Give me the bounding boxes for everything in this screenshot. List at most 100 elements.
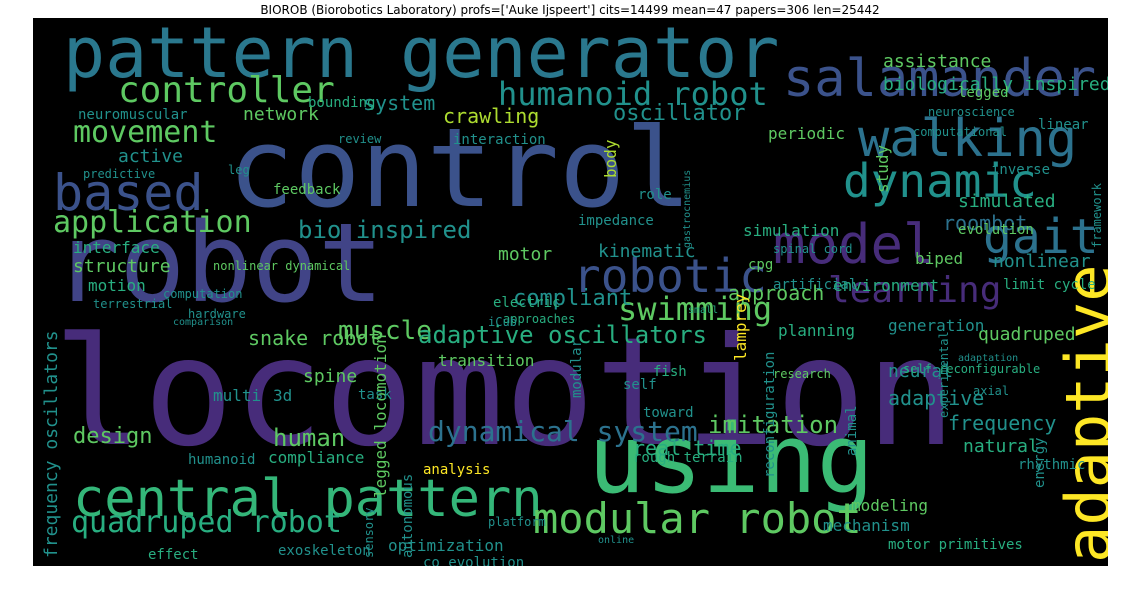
cloud-word: lamprey (731, 293, 750, 361)
cloud-word: based (53, 164, 204, 222)
cloud-word: human (273, 424, 346, 452)
cloud-word: crawling (443, 104, 540, 128)
cloud-word: limit cycle (1003, 277, 1096, 293)
cloud-word: biped (915, 249, 964, 268)
cloud-word: periodic (768, 124, 846, 143)
cloud-word: terrestrial (93, 297, 173, 311)
cloud-word: active (118, 146, 184, 167)
cloud-word: approach (728, 281, 825, 305)
cloud-word: quadruped (978, 324, 1076, 345)
cloud-word: swimming (618, 290, 773, 328)
cloud-word: interface (73, 238, 160, 257)
cloud-word: adaptive (888, 386, 985, 410)
cloud-word: generation (888, 316, 985, 335)
cloud-word: rough terrain (633, 450, 743, 466)
cloud-word: online (598, 535, 635, 546)
cloud-word: kinematic (598, 241, 696, 262)
cloud-word: frequency (948, 411, 1057, 435)
cloud-word: real time (633, 436, 742, 460)
cloud-word: bio inspired (298, 216, 472, 244)
cloud-word: review (338, 132, 382, 146)
cloud-word: biologically inspired (883, 74, 1108, 95)
cloud-word: walking (858, 109, 1078, 169)
cloud-word: toward (643, 405, 694, 421)
cloud-word: quadruped robot (71, 505, 342, 540)
cloud-word: animal (844, 405, 860, 456)
cloud-word: gait (983, 209, 1099, 265)
word-cloud-canvas: locomotion robot control pattern generator u… (33, 18, 1108, 566)
cloud-word: robotic (573, 249, 767, 303)
cloud-word: snake robot (248, 326, 381, 350)
cloud-word: self reconfigurable (903, 362, 1041, 376)
cloud-word: neural (888, 361, 954, 382)
cloud-word: analysis (423, 462, 491, 478)
cloud-word: pattern generator (63, 18, 780, 94)
cloud-word: neuromuscular (78, 107, 188, 123)
cloud-word: imitation (708, 411, 839, 439)
cloud-word: control (228, 104, 692, 232)
cloud-word: self (623, 377, 657, 393)
cloud-word: dynamic (843, 154, 1037, 208)
cloud-word: bounding (308, 95, 376, 111)
cloud-word: legged (958, 85, 1009, 101)
cloud-word: muscle (338, 316, 432, 346)
cloud-word: hardware (188, 307, 246, 321)
cloud-word: leg (228, 163, 250, 177)
cloud-word: nonlinear (993, 251, 1091, 272)
cloud-word: oscillator (613, 101, 746, 126)
cloud-word: impedance (578, 213, 654, 229)
cloud-word: structure (73, 256, 171, 277)
cloud-word: movement (73, 115, 218, 150)
cloud-word: co evolution (423, 555, 525, 566)
cloud-word: motor primitives (888, 537, 1023, 553)
cloud-word: comparison (173, 317, 234, 328)
cloud-word: network (243, 104, 319, 125)
figure-title: BIOROB (Biorobotics Laboratory) profs=['… (260, 3, 880, 17)
cloud-word: central pattern (73, 469, 543, 529)
cloud-word: roombot (943, 211, 1028, 235)
cloud-word: compliant (513, 286, 633, 311)
cloud-word: humanoid robot (498, 75, 768, 113)
cloud-word: electric (493, 295, 561, 311)
cloud-word: framework (1090, 182, 1104, 248)
cloud-word: dynamical system (428, 415, 698, 448)
cloud-word: body (601, 139, 620, 178)
cloud-word: feedback (273, 182, 341, 198)
cloud-word: task (358, 387, 392, 403)
cloud-word: design (73, 424, 153, 449)
cloud-word: sensory (362, 507, 376, 558)
cloud-word: transition (438, 351, 535, 370)
cloud-word: iCub (488, 315, 517, 329)
cloud-word: role (638, 187, 672, 203)
cloud-word: effect (148, 547, 199, 563)
cloud-word: axial (973, 384, 1010, 398)
cloud-word: controller (118, 70, 335, 111)
cloud-word: adaptive (1052, 264, 1108, 563)
cloud-word: using (588, 405, 874, 515)
cloud-word: computational (913, 125, 1007, 139)
cloud-word: model (773, 213, 936, 276)
cloud-word: environment (833, 276, 939, 295)
cloud-word: system (363, 91, 436, 115)
cloud-word: fish (653, 364, 687, 380)
cloud-word: spine (303, 366, 358, 387)
cloud-word: simulated (958, 191, 1056, 212)
cloud-word: inverse (991, 162, 1051, 178)
cloud-word: adaptation (958, 353, 1019, 364)
cloud-word: nonlinear dynamical (213, 259, 351, 273)
cloud-word: modular robot (533, 494, 862, 543)
cloud-word: study (873, 144, 892, 193)
cloud-word: approaches (503, 312, 576, 326)
cloud-word: 3d (273, 386, 293, 405)
cloud-word: modeling (851, 496, 929, 515)
cloud-word: motor (498, 244, 553, 265)
cloud-word: locomotion (53, 306, 957, 480)
cloud-word: planning (778, 321, 856, 340)
cloud-word: multi (213, 386, 262, 405)
cloud-word: mechanism (823, 516, 910, 535)
cloud-word: robot (53, 199, 385, 327)
cloud-word: learning (828, 270, 1002, 311)
cloud-word: predictive (83, 167, 156, 181)
cloud-word: natural (963, 436, 1039, 457)
cloud-word: optimization (388, 536, 504, 555)
